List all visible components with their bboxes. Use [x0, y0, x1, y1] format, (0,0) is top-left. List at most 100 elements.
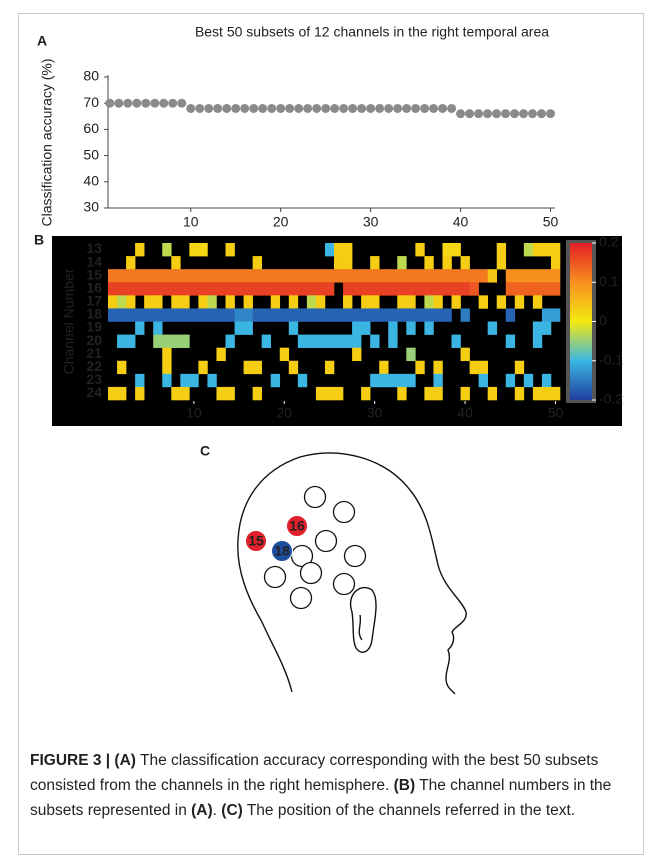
heatmap-cell: [461, 256, 470, 269]
data-point: [537, 109, 546, 118]
caption-text: (B): [394, 777, 416, 794]
heatmap-cell: [325, 387, 334, 400]
colorbar: [570, 243, 592, 400]
heatmap-cell: [162, 374, 171, 387]
heatmap-cell: [415, 282, 424, 295]
heatmap-cell: [280, 308, 289, 321]
heatmap-cell: [506, 335, 515, 348]
y-tick-label: 50: [83, 146, 99, 162]
electrode: [334, 574, 355, 595]
heatmap-cell: [153, 282, 162, 295]
heatmap-cell: [171, 295, 180, 308]
heatmap-cell: [162, 282, 171, 295]
heatmap-cell: [180, 295, 189, 308]
heatmap-cell: [235, 269, 244, 282]
heatmap-cell: [153, 295, 162, 308]
heatmap-cell: [162, 361, 171, 374]
heatmap-cell: [325, 269, 334, 282]
heatmap-cell: [235, 308, 244, 321]
colorbar-tick-label: 0.2: [599, 234, 619, 250]
data-point: [267, 104, 276, 113]
data-point: [114, 99, 123, 108]
heatmap-cell: [280, 348, 289, 361]
heatmap-cell: [271, 282, 280, 295]
heatmap-cell: [433, 308, 442, 321]
heatmap-cell: [226, 335, 235, 348]
heatmap-cell: [370, 308, 379, 321]
data-point: [519, 109, 528, 118]
colorbar-tick-label: -0.2: [599, 391, 623, 407]
data-point: [186, 104, 195, 113]
data-point: [249, 104, 258, 113]
data-point: [411, 104, 420, 113]
y-axis-label: Channel Number: [61, 268, 77, 374]
heatmap-cell: [117, 295, 126, 308]
heatmap-cell: [452, 269, 461, 282]
data-point: [393, 104, 402, 113]
heatmap-cell: [406, 374, 415, 387]
heatmap-cell: [117, 335, 126, 348]
heatmap-cell: [343, 282, 352, 295]
data-point: [546, 109, 555, 118]
heatmap-cell: [406, 282, 415, 295]
heatmap-cell: [334, 308, 343, 321]
heatmap-cell: [198, 243, 207, 256]
heatmap-cell: [515, 387, 524, 400]
data-point: [276, 104, 285, 113]
heatmap-cell: [180, 269, 189, 282]
heatmap-cell: [153, 335, 162, 348]
heatmap-cell: [352, 282, 361, 295]
heatmap-cell: [488, 322, 497, 335]
heatmap-cell: [415, 243, 424, 256]
x-tick-label: 40: [453, 214, 469, 230]
heatmap-cell: [325, 308, 334, 321]
heatmap-cell: [352, 269, 361, 282]
heatmap-cell: [108, 387, 117, 400]
electrode: [265, 567, 286, 588]
data-point: [150, 99, 159, 108]
heatmap-cell: [424, 295, 433, 308]
heatmap-cell: [108, 295, 117, 308]
heatmap-cell: [370, 256, 379, 269]
heatmap-cell: [334, 256, 343, 269]
heatmap-cell: [253, 308, 262, 321]
data-point: [465, 109, 474, 118]
heatmap-cell: [533, 269, 542, 282]
heatmap-cell: [262, 308, 271, 321]
x-tick-label: 30: [367, 405, 383, 421]
data-point: [231, 104, 240, 113]
heatmap-cell: [551, 269, 560, 282]
data-point: [528, 109, 537, 118]
heatmap-cell: [298, 308, 307, 321]
heatmap-cell: [461, 269, 470, 282]
heatmap-cell: [298, 374, 307, 387]
heatmap-cell: [515, 282, 524, 295]
data-point: [420, 104, 429, 113]
data-point: [456, 109, 465, 118]
page: ABest 50 subsets of 12 channels in the r…: [0, 0, 662, 866]
y-tick-label: 40: [83, 173, 99, 189]
heatmap-cell: [189, 243, 198, 256]
heatmap-cell: [226, 282, 235, 295]
heatmap-cell: [171, 256, 180, 269]
heatmap-cell: [289, 282, 298, 295]
heatmap-cell: [298, 282, 307, 295]
heatmap-cell: [379, 374, 388, 387]
heatmap-cell: [144, 308, 153, 321]
heatmap-cell: [406, 269, 415, 282]
data-point: [384, 104, 393, 113]
heatmap-cell: [370, 295, 379, 308]
heatmap-cell: [488, 269, 497, 282]
heatmap-cell: [235, 282, 244, 295]
heatmap-cell: [424, 308, 433, 321]
heatmap-cell: [108, 269, 117, 282]
heatmap-cell: [397, 387, 406, 400]
heatmap-cell: [533, 243, 542, 256]
data-point: [402, 104, 411, 113]
electrode-label: 15: [248, 533, 264, 549]
heatmap-cell: [406, 348, 415, 361]
heatmap-cell: [162, 335, 171, 348]
heatmap-cell: [117, 387, 126, 400]
heatmap-cell: [542, 243, 551, 256]
heatmap-cell: [361, 269, 370, 282]
